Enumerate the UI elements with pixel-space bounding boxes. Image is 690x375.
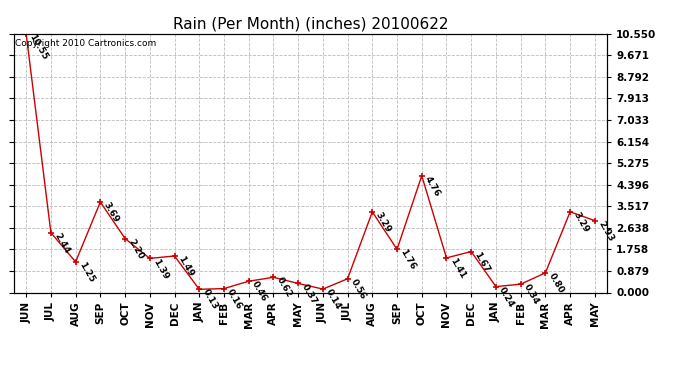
Text: 1.49: 1.49	[176, 255, 195, 279]
Text: 0.13: 0.13	[201, 288, 219, 312]
Text: 0.14: 0.14	[324, 288, 343, 311]
Text: 1.76: 1.76	[398, 248, 417, 272]
Text: 2.93: 2.93	[596, 219, 615, 243]
Text: 0.46: 0.46	[250, 280, 269, 303]
Text: Copyright 2010 Cartronics.com: Copyright 2010 Cartronics.com	[15, 39, 156, 48]
Text: 0.16: 0.16	[226, 287, 244, 311]
Text: 0.56: 0.56	[349, 278, 368, 301]
Text: 2.20: 2.20	[126, 237, 146, 261]
Text: 4.76: 4.76	[423, 174, 442, 198]
Text: 1.39: 1.39	[151, 257, 170, 281]
Text: 0.62: 0.62	[275, 276, 294, 300]
Text: 1.41: 1.41	[448, 256, 467, 280]
Title: Rain (Per Month) (inches) 20100622: Rain (Per Month) (inches) 20100622	[172, 16, 448, 31]
Text: 0.24: 0.24	[497, 285, 516, 309]
Text: 3.29: 3.29	[374, 210, 393, 234]
Text: 0.34: 0.34	[522, 283, 541, 306]
Text: 1.67: 1.67	[473, 250, 491, 274]
Text: 0.37: 0.37	[299, 282, 318, 306]
Text: 3.69: 3.69	[101, 201, 121, 224]
Text: 0.80: 0.80	[546, 272, 566, 295]
Text: 3.29: 3.29	[571, 210, 591, 234]
Text: 10.55: 10.55	[28, 32, 50, 62]
Text: 1.25: 1.25	[77, 261, 96, 284]
Text: 2.44: 2.44	[52, 231, 71, 255]
